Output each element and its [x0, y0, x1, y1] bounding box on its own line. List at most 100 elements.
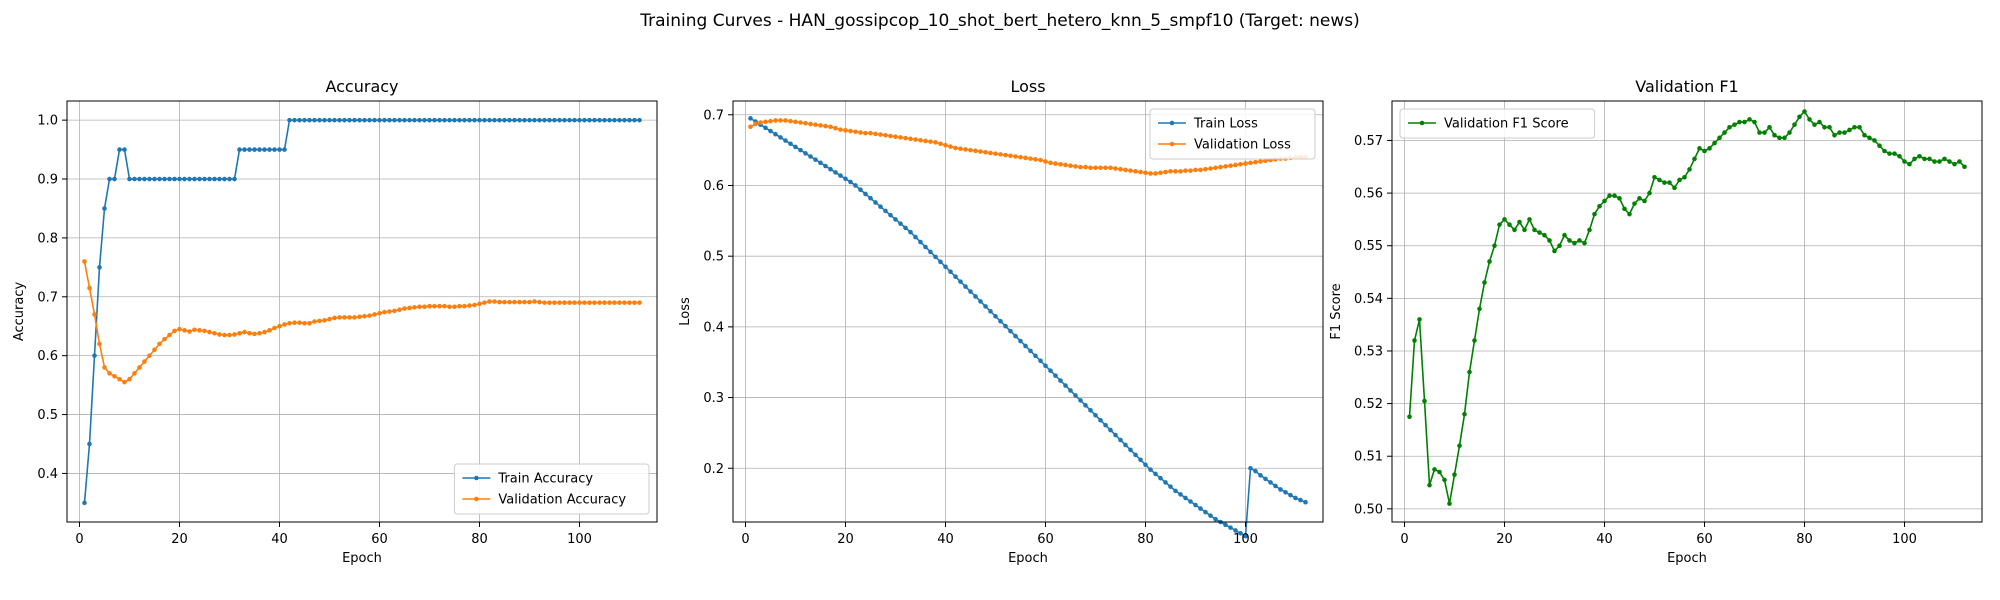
validation-f1-score-point: [1767, 125, 1772, 130]
validation-f1-score-point: [1852, 125, 1857, 130]
validation-f1-score-point: [1732, 122, 1737, 127]
y-tick-label: 0.2: [703, 462, 724, 477]
validation-f1-score-point: [1797, 114, 1802, 120]
validation-loss-point: [993, 151, 998, 156]
validation-accuracy-point: [477, 301, 482, 307]
train-loss-point: [1173, 488, 1178, 494]
validation-f1-score-point: [1902, 159, 1907, 164]
train-accuracy-point: [357, 117, 362, 123]
validation-loss-point: [1263, 158, 1268, 164]
train-loss-point: [818, 160, 823, 166]
validation-f1-score-point: [1627, 211, 1632, 217]
validation-accuracy-point: [282, 322, 287, 327]
validation-loss-point: [1138, 169, 1143, 175]
validation-f1-score-point: [1657, 177, 1662, 183]
train-accuracy-point: [262, 147, 267, 152]
validation-accuracy-point: [462, 303, 467, 309]
validation-loss-point: [913, 137, 918, 142]
validation-f1-score-point: [1697, 146, 1702, 151]
validation-loss-point: [1103, 165, 1108, 171]
train-accuracy-point: [162, 176, 167, 182]
validation-accuracy-point: [627, 300, 632, 305]
validation-f1-score-point: [1917, 153, 1922, 159]
validation-loss-point: [1018, 154, 1023, 160]
validation-accuracy-point: [607, 300, 612, 305]
validation-accuracy-point: [277, 323, 282, 329]
validation-accuracy-point: [237, 330, 242, 336]
validation-loss-point: [1098, 165, 1103, 171]
validation-accuracy-point: [597, 300, 602, 305]
validation-f1-score-point: [1662, 180, 1667, 185]
train-accuracy-point: [267, 147, 272, 152]
train-loss-point: [1013, 333, 1018, 339]
train-accuracy-point: [432, 117, 437, 123]
train-loss-point: [958, 279, 963, 284]
train-loss-point: [1068, 388, 1073, 393]
validation-accuracy-point: [257, 330, 262, 336]
validation-loss-point: [893, 134, 898, 139]
validation-f1-score-point: [1527, 217, 1532, 222]
train-accuracy-point: [497, 117, 502, 123]
validation-f1-score-point: [1757, 130, 1762, 135]
validation-accuracy-point: [572, 300, 577, 305]
validation-f1-score-point: [1677, 177, 1682, 183]
validation-accuracy-point: [187, 329, 192, 334]
train-accuracy-point: [287, 117, 292, 123]
validation-f1-score-point: [1932, 159, 1937, 164]
validation-f1-score-point: [1947, 159, 1952, 164]
validation-loss-point: [1108, 165, 1113, 171]
validation-f1-score-point: [1672, 185, 1677, 191]
train-loss-line: [750, 117, 1306, 538]
validation-loss-point: [908, 136, 913, 142]
legend-marker: [474, 496, 479, 502]
validation-loss-point: [983, 149, 988, 155]
validation-loss-point: [1193, 167, 1198, 173]
validation-loss-point: [1158, 170, 1163, 176]
validation-f1-score-point: [1567, 238, 1572, 243]
validation-loss-point: [778, 118, 783, 123]
validation-accuracy-point: [317, 318, 322, 324]
validation-f1-score-point: [1752, 119, 1757, 125]
validation-f1-score-point: [1722, 130, 1727, 135]
train-accuracy-point: [457, 117, 462, 123]
validation-accuracy-point: [327, 316, 332, 322]
train-accuracy-point: [302, 117, 307, 123]
validation-loss-point: [763, 119, 768, 125]
train-loss-point: [1028, 348, 1033, 354]
train-loss-point: [948, 269, 953, 275]
validation-accuracy-point: [547, 300, 552, 305]
train-accuracy-point: [407, 117, 412, 123]
train-accuracy-point: [477, 117, 482, 123]
validation-loss-point: [1188, 168, 1193, 173]
train-accuracy-point: [547, 117, 552, 123]
validation-accuracy-point: [217, 332, 222, 337]
validation-f1-score-line: [1408, 110, 1966, 504]
train-accuracy-point: [612, 117, 617, 123]
train-accuracy-point: [227, 176, 232, 182]
train-accuracy-point: [387, 117, 392, 123]
accuracy-ticks: 0 20 40 60 80 100 0.4 0.5 0.6 0.7 0.8 0.9 1.0: [37, 114, 592, 547]
validation-f1-score-point: [1717, 135, 1722, 141]
validation-f1-score-point: [1802, 109, 1807, 114]
validation-f1-score-point: [1447, 501, 1452, 506]
validation-accuracy-point: [502, 299, 507, 305]
validation-accuracy-point: [587, 300, 592, 305]
validation-accuracy-point: [452, 304, 457, 310]
train-accuracy-point: [552, 117, 557, 123]
validation-f1-score-point: [1532, 227, 1537, 233]
validation-loss-point: [773, 118, 778, 123]
validation-loss-point: [948, 144, 953, 149]
train-loss-point: [1213, 516, 1218, 522]
train-accuracy-point: [182, 176, 187, 182]
train-loss-point: [1058, 378, 1063, 383]
validation-f1-score-point: [1702, 148, 1707, 154]
validation-accuracy-point: [507, 299, 512, 305]
train-loss-point: [993, 313, 998, 319]
validation-f1-score-point: [1822, 125, 1827, 130]
validation-f1-axes-frame: [1391, 100, 1983, 523]
train-loss-point: [1273, 483, 1278, 489]
validation-loss-point: [823, 123, 828, 129]
train-accuracy-point: [132, 176, 137, 182]
validation-loss-point: [1043, 159, 1048, 164]
validation-loss-point: [808, 121, 813, 127]
